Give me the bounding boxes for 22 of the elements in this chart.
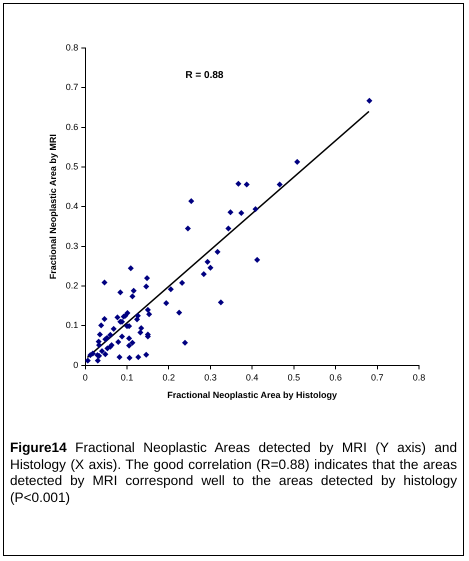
y-tick-label: 0.1 (66, 320, 78, 330)
x-tick-label: 0.2 (162, 372, 175, 382)
x-tick-label: 0.8 (412, 372, 426, 382)
x-tick-label: 0.4 (246, 372, 258, 382)
x-tick-label: 0.5 (288, 372, 300, 382)
x-tick-label: 0 (82, 372, 88, 382)
x-axis-title: Fractional Neoplastic Area by Histology (167, 390, 338, 400)
y-tick-label: 0.7 (66, 82, 78, 92)
annotation: R = 0.88 (185, 70, 224, 82)
y-tick-label: 0.2 (66, 280, 78, 291)
x-tick-label: 0.3 (204, 372, 217, 382)
y-axis-title: Fractional Neoplastic Area by MRI (48, 134, 58, 280)
x-tick-label: 0.7 (371, 372, 384, 382)
y-tick-label: 0.8 (66, 42, 78, 52)
caption: Figure14 Fractional Neoplastic Areas detected by MRI (Y axis) and Histology (X axis). The good correlation (R=0.88) indicates that the areas detected by MRI correspond well to the areas detected by histology (P<0.001) (10, 440, 457, 506)
y-tick-label: 0.3 (66, 240, 78, 251)
x-tick-label: 0.6 (329, 372, 342, 382)
y-tick-label: 0.5 (66, 162, 78, 172)
y-tick-label: 0.4 (66, 201, 78, 212)
x-tick-label: 0.1 (120, 372, 134, 382)
y-tick-label: 0 (73, 360, 78, 370)
y-tick-label: 0.6 (66, 122, 78, 132)
